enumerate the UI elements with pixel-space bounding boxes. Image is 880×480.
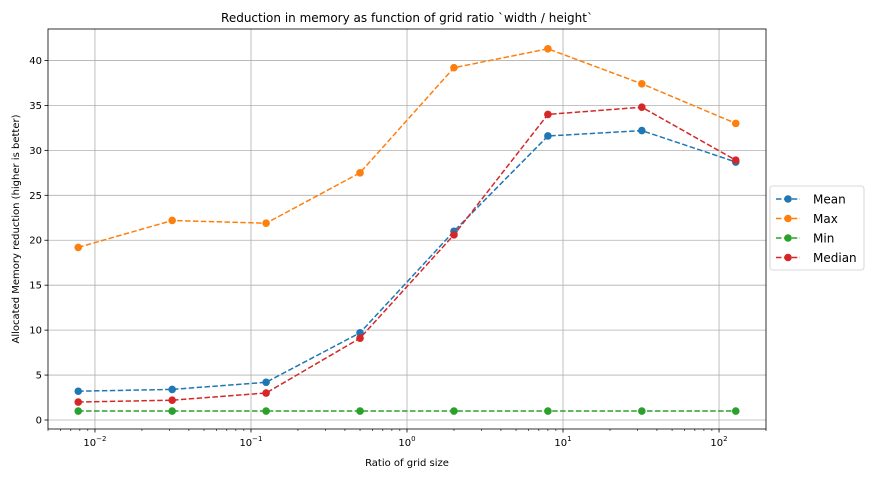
data-point	[731, 407, 740, 415]
data-point	[356, 329, 364, 337]
series-line	[77, 48, 737, 249]
legend-item-median: Median	[776, 251, 857, 265]
data-point	[450, 407, 458, 415]
series-line	[78, 106, 737, 403]
data-point	[356, 407, 364, 415]
data-point	[544, 132, 552, 140]
data-point	[262, 389, 270, 397]
data-point	[168, 216, 176, 225]
legend-marker	[784, 195, 792, 203]
data-point	[168, 396, 176, 405]
series-median	[74, 103, 740, 406]
y-tick-label: 0	[36, 416, 42, 427]
data-point	[638, 126, 646, 135]
data-point	[638, 103, 646, 112]
legend-marker	[784, 253, 792, 262]
data-point	[74, 398, 83, 406]
x-tick-label: 102	[710, 435, 727, 449]
x-axis-label: Ratio of grid size	[365, 458, 449, 469]
x-axis: 10−2 10−1 100 101 102	[47, 429, 767, 449]
data-point	[262, 378, 270, 387]
data-point	[638, 80, 646, 88]
y-tick-label: 25	[29, 191, 42, 202]
data-point	[544, 44, 552, 53]
data-point	[450, 231, 458, 239]
x-tick-label: 10−2	[83, 435, 106, 449]
data-point	[544, 407, 552, 415]
chart-title: Reduction in memory as function of grid …	[221, 11, 593, 25]
series-max	[74, 44, 740, 252]
data-point	[74, 407, 83, 415]
data-point	[168, 407, 176, 415]
y-tick-label: 5	[36, 371, 42, 382]
series-min	[74, 407, 740, 415]
y-tick-label: 35	[29, 101, 42, 112]
data-point	[168, 385, 176, 394]
data-point	[450, 63, 458, 72]
data-point	[356, 334, 364, 343]
legend-label: Min	[813, 232, 834, 246]
legend: Mean Max Min Median	[769, 185, 865, 271]
legend-item-min: Min	[776, 232, 834, 246]
x-tick-label: 101	[554, 435, 571, 449]
data-point	[544, 110, 552, 119]
data-point	[731, 119, 740, 128]
data-point	[731, 156, 740, 165]
series-layer	[74, 44, 740, 415]
legend-item-max: Max	[776, 212, 838, 226]
legend-marker	[784, 234, 792, 242]
y-tick-label: 10	[29, 326, 42, 337]
y-tick-label: 15	[29, 281, 42, 292]
x-tick-label: 10−1	[239, 435, 262, 449]
x-tick-label: 100	[398, 435, 415, 449]
legend-label: Max	[813, 212, 838, 226]
data-point	[262, 407, 270, 415]
legend-marker	[784, 214, 792, 223]
legend-label: Median	[813, 251, 857, 265]
data-point	[356, 169, 364, 177]
y-axis-label: Allocated Memory reduction (higher is be…	[11, 114, 22, 343]
data-point	[74, 387, 83, 396]
legend-box	[769, 185, 865, 271]
series-line	[78, 129, 737, 392]
data-point	[74, 243, 83, 252]
legend-label: Mean	[813, 193, 846, 207]
y-axis: 0 5 10 15 20 25 30 35 40	[29, 56, 48, 427]
data-point	[262, 219, 270, 227]
data-point	[638, 407, 646, 415]
legend-item-mean: Mean	[776, 193, 846, 207]
y-tick-label: 40	[29, 56, 42, 67]
y-tick-label: 20	[29, 236, 42, 247]
grid-lines	[48, 29, 766, 429]
y-tick-label: 30	[29, 146, 42, 157]
